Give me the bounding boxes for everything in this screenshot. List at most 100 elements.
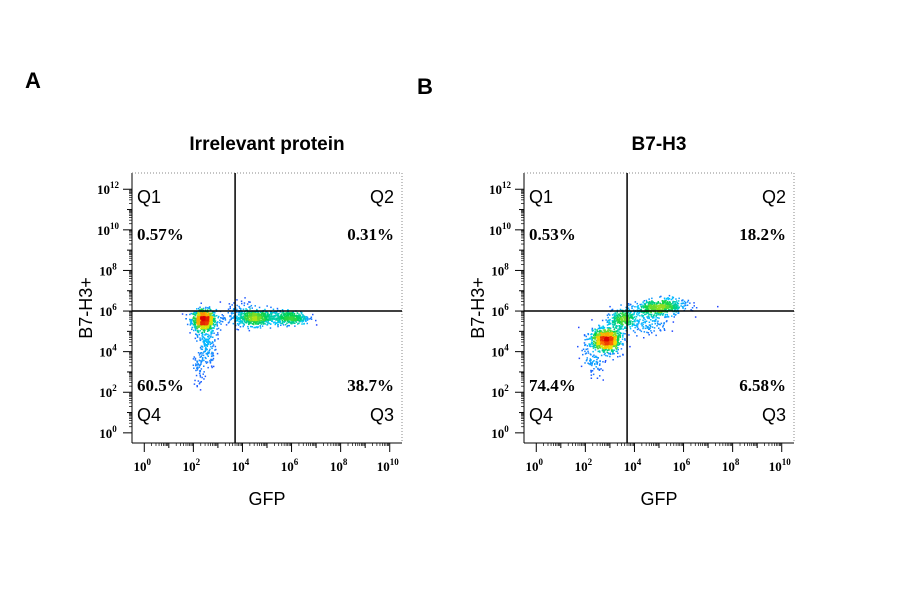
event-dot xyxy=(634,331,636,334)
event-dot xyxy=(669,301,671,304)
event-dot xyxy=(674,307,676,309)
event-dot xyxy=(616,332,619,335)
y-tick-label: 104 xyxy=(99,343,117,360)
event-dot xyxy=(276,314,278,316)
event-dot xyxy=(242,322,245,325)
event-dot xyxy=(216,328,218,330)
event-dot xyxy=(609,347,612,350)
event-dot xyxy=(629,303,632,306)
event-dot xyxy=(286,318,289,321)
event-dot xyxy=(609,352,611,354)
event-dot xyxy=(644,321,647,324)
event-dot xyxy=(620,348,623,350)
event-dot xyxy=(624,317,626,320)
event-dot xyxy=(252,323,254,325)
event-dot xyxy=(641,306,643,308)
event-dot xyxy=(281,319,284,322)
event-dot xyxy=(595,355,597,358)
event-dot xyxy=(599,336,601,338)
event-dot xyxy=(646,331,648,334)
event-dot xyxy=(268,318,270,320)
event-dot xyxy=(210,335,212,337)
event-dot xyxy=(616,340,619,342)
event-dot xyxy=(260,317,262,319)
event-dot xyxy=(657,313,660,315)
event-dot xyxy=(199,376,202,378)
event-dot xyxy=(291,319,294,322)
event-dot xyxy=(644,311,646,313)
event-dot xyxy=(294,325,296,327)
event-dot xyxy=(200,348,203,350)
event-dot xyxy=(664,304,667,307)
event-dot xyxy=(193,317,196,319)
event-dot xyxy=(274,315,276,317)
event-dot xyxy=(665,302,667,304)
event-dot xyxy=(238,318,241,320)
event-dot xyxy=(207,329,210,332)
event-dot xyxy=(677,306,679,309)
event-dot xyxy=(259,317,261,320)
event-dot xyxy=(193,367,195,369)
event-dot xyxy=(642,319,644,321)
event-dot xyxy=(209,313,211,316)
event-dot xyxy=(227,322,230,324)
event-dot xyxy=(280,316,282,318)
event-dot xyxy=(625,322,627,325)
event-dot xyxy=(671,306,673,309)
event-dot xyxy=(636,324,638,326)
event-dot xyxy=(209,326,211,329)
event-dot xyxy=(607,336,609,339)
event-dot xyxy=(290,321,293,323)
event-dot xyxy=(601,327,604,330)
event-dot xyxy=(625,319,627,322)
event-dot xyxy=(240,300,243,302)
event-dot xyxy=(202,326,204,329)
event-dot xyxy=(629,326,631,328)
event-dot xyxy=(257,326,259,328)
event-dot xyxy=(644,327,647,330)
event-dot xyxy=(616,322,619,324)
event-dot xyxy=(609,335,611,337)
event-dot xyxy=(622,314,624,317)
event-dot xyxy=(302,317,304,319)
event-dot xyxy=(252,312,255,315)
event-dot xyxy=(602,337,604,340)
event-dot xyxy=(616,350,618,353)
event-dot xyxy=(221,320,224,323)
event-dot xyxy=(609,318,611,321)
event-dot xyxy=(593,356,596,358)
event-dot xyxy=(203,378,205,380)
event-dot xyxy=(207,328,210,330)
event-dot xyxy=(297,319,300,322)
event-dot xyxy=(251,317,254,320)
event-dot xyxy=(602,361,604,363)
event-dot xyxy=(209,341,211,344)
event-dot xyxy=(303,322,305,325)
event-dot xyxy=(203,322,205,324)
event-dot xyxy=(298,319,301,321)
event-dot xyxy=(300,316,303,319)
y-tick-label: 102 xyxy=(99,383,117,400)
event-dot xyxy=(590,370,593,372)
event-dot xyxy=(284,320,286,322)
event-dot xyxy=(624,338,626,340)
event-dot xyxy=(614,327,616,329)
event-dot xyxy=(261,319,263,321)
event-dot xyxy=(590,342,593,345)
event-dot xyxy=(607,347,610,350)
event-dot xyxy=(621,318,623,321)
event-dot xyxy=(632,318,634,320)
event-dot xyxy=(675,307,678,310)
event-dot xyxy=(194,357,197,360)
event-dot xyxy=(243,312,246,314)
event-dot xyxy=(241,317,243,319)
event-dot xyxy=(636,326,639,328)
event-dot xyxy=(286,312,289,315)
event-dot xyxy=(590,341,593,343)
event-dot xyxy=(196,320,199,323)
event-dot xyxy=(282,311,284,313)
event-dot xyxy=(596,335,598,337)
event-dot xyxy=(220,323,222,325)
event-dot xyxy=(256,323,258,325)
event-dot xyxy=(270,311,272,313)
